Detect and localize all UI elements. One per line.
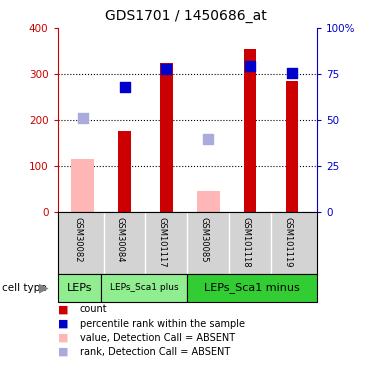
- Text: value, Detection Call = ABSENT: value, Detection Call = ABSENT: [80, 333, 235, 343]
- Text: GSM30082: GSM30082: [73, 217, 83, 262]
- Text: GSM30084: GSM30084: [115, 217, 125, 262]
- Text: GSM101117: GSM101117: [157, 217, 167, 267]
- Text: LEPs_Sca1 plus: LEPs_Sca1 plus: [110, 284, 178, 292]
- Point: [205, 136, 211, 142]
- Text: ▶: ▶: [39, 281, 49, 294]
- Bar: [244, 49, 256, 212]
- Text: GSM101119: GSM101119: [283, 217, 292, 267]
- Text: GDS1701 / 1450686_at: GDS1701 / 1450686_at: [105, 9, 266, 23]
- Bar: [160, 63, 173, 212]
- Text: ■: ■: [58, 347, 68, 357]
- Text: LEPs_Sca1 minus: LEPs_Sca1 minus: [204, 282, 300, 293]
- Text: ■: ■: [58, 319, 68, 328]
- Bar: [197, 191, 220, 212]
- Text: GSM101118: GSM101118: [241, 217, 250, 267]
- Bar: [286, 81, 298, 212]
- Point: [80, 115, 86, 121]
- Bar: [71, 159, 94, 212]
- Point: [289, 70, 295, 76]
- Text: LEPs: LEPs: [66, 283, 92, 293]
- Bar: [58, 274, 101, 302]
- Point: [164, 66, 170, 72]
- Text: cell type: cell type: [2, 283, 46, 293]
- Bar: [187, 274, 317, 302]
- Text: ■: ■: [58, 333, 68, 343]
- Text: ■: ■: [58, 304, 68, 314]
- Text: GSM30085: GSM30085: [199, 217, 208, 262]
- Text: percentile rank within the sample: percentile rank within the sample: [80, 319, 245, 328]
- Point: [122, 84, 128, 90]
- Text: rank, Detection Call = ABSENT: rank, Detection Call = ABSENT: [80, 347, 230, 357]
- Bar: [101, 274, 187, 302]
- Text: count: count: [80, 304, 107, 314]
- Point: [247, 63, 253, 69]
- Bar: [118, 132, 131, 212]
